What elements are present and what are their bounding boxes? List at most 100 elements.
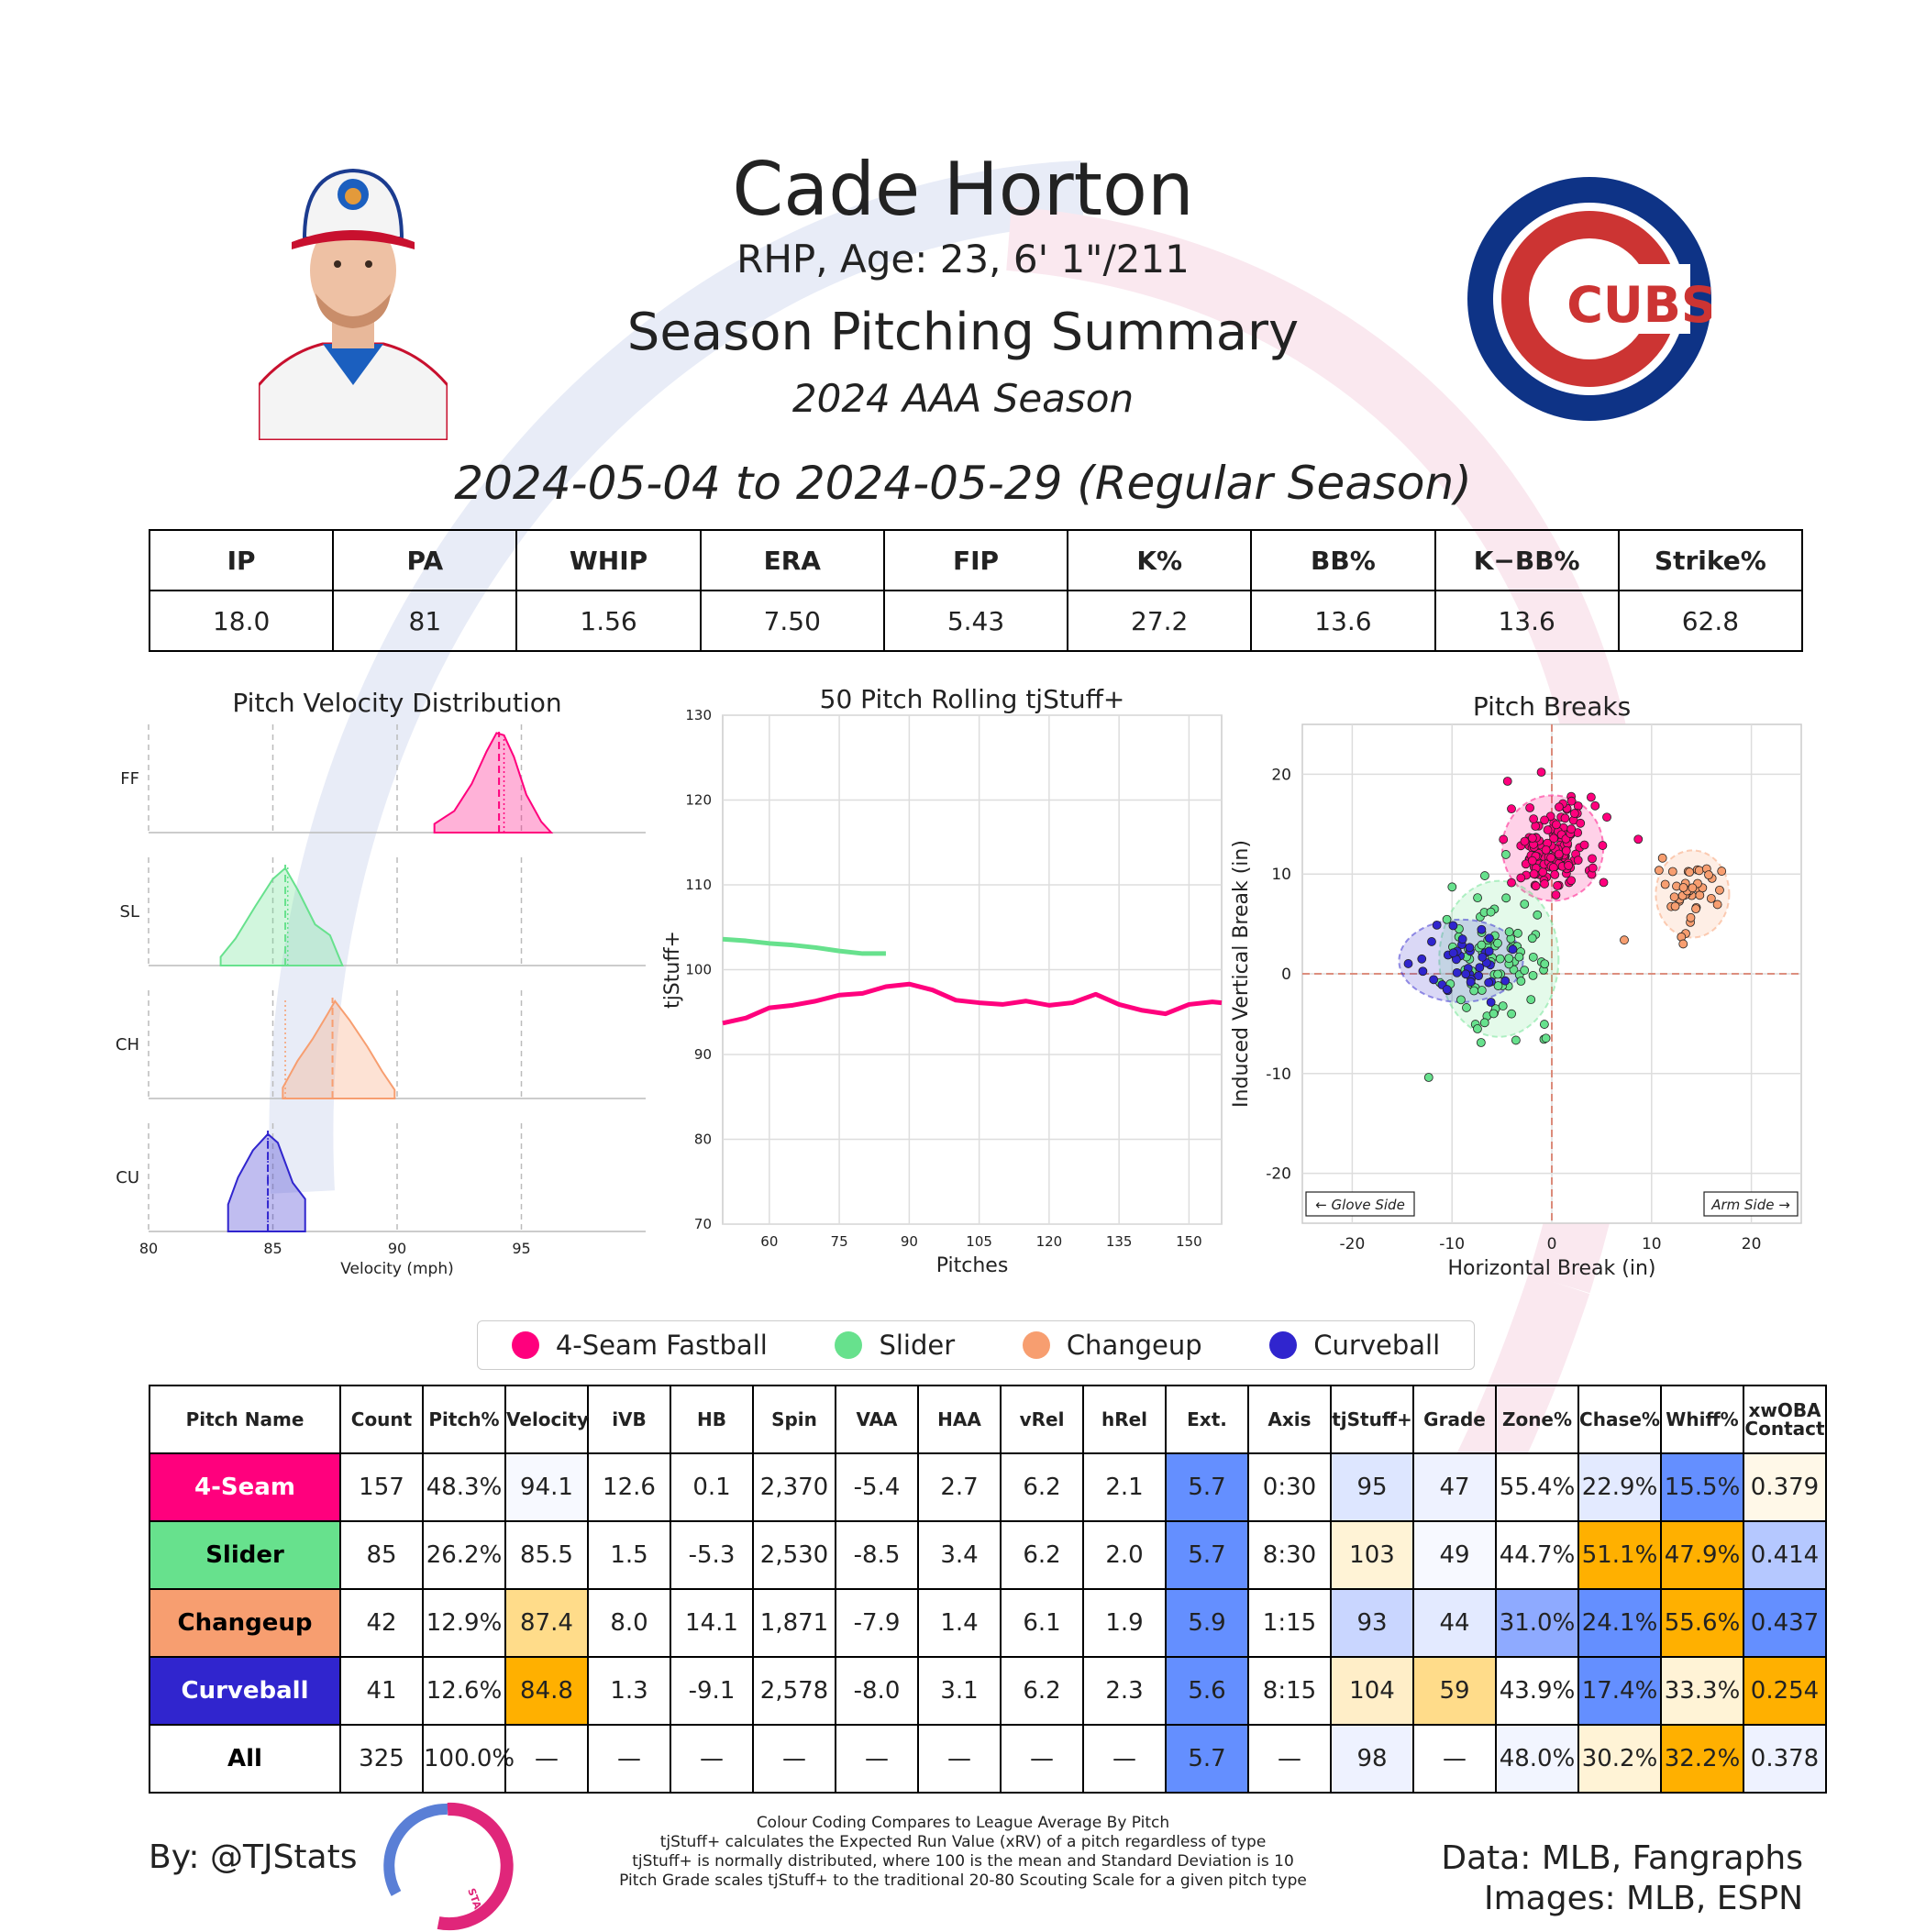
velocity-tick-label: 85 bbox=[263, 1240, 282, 1257]
breaks-point bbox=[1588, 854, 1597, 864]
breaks-point bbox=[1461, 969, 1471, 979]
breaks-point bbox=[1579, 840, 1589, 850]
pitch-metric-cell: 22.9% bbox=[1577, 1452, 1662, 1522]
stat-header: PA bbox=[332, 529, 518, 591]
breaks-point bbox=[1473, 1024, 1482, 1033]
footnote-line: tjStuff+ calculates the Expected Run Val… bbox=[659, 1833, 1267, 1851]
pitch-table-header: Ext. bbox=[1165, 1385, 1249, 1454]
breaks-point bbox=[1479, 1018, 1489, 1028]
pitch-metric-cell: — bbox=[1412, 1724, 1497, 1794]
breaks-point bbox=[1553, 881, 1562, 890]
pitch-table-row: Curveball 41 12.6% 84.8 1.3 -9.1 2,578 -8.0 3.1 6… bbox=[149, 1656, 1827, 1726]
breaks-point bbox=[1502, 777, 1512, 786]
pitch-table-row: Changeup 42 12.9% 87.4 8.0 14.1 1,871 -7.9 1.4 6.… bbox=[149, 1588, 1827, 1658]
breaks-point bbox=[1499, 834, 1509, 845]
pitch-metric-cell: 12.9% bbox=[422, 1588, 506, 1658]
footnote-line: Colour Coding Compares to League Average… bbox=[756, 1814, 1170, 1832]
breaks-point bbox=[1520, 836, 1530, 846]
breaks-point bbox=[1654, 866, 1664, 876]
pitch-metric-cell: 44.7% bbox=[1495, 1520, 1579, 1590]
breaks-point bbox=[1516, 873, 1526, 883]
credits: Data: MLB, Fangraphs Images: MLB, ESPN bbox=[1441, 1838, 1803, 1919]
breaks-xtick-label: -20 bbox=[1340, 1235, 1366, 1253]
breaks-point bbox=[1427, 937, 1436, 946]
stat-value: 13.6 bbox=[1433, 590, 1620, 652]
pitch-metric-cell: — bbox=[835, 1724, 919, 1794]
pitch-metric-cell: 15.5% bbox=[1660, 1452, 1744, 1522]
breaks-point bbox=[1685, 867, 1695, 878]
stat-header: IP bbox=[148, 529, 335, 591]
pitch-table-header: HAA bbox=[917, 1385, 1002, 1454]
legend-label: Slider bbox=[879, 1330, 956, 1361]
pitch-metric-cell: 6.2 bbox=[1000, 1452, 1084, 1522]
stat-header: ERA bbox=[699, 529, 885, 591]
breaks-point bbox=[1528, 970, 1538, 980]
breaks-point bbox=[1551, 890, 1561, 900]
breaks-point bbox=[1498, 1001, 1508, 1010]
breaks-point bbox=[1590, 800, 1600, 811]
pitch-table-header: Whiff% bbox=[1660, 1385, 1744, 1454]
breaks-ytick-label: -20 bbox=[1266, 1165, 1291, 1184]
rolling-tjstuff-chart: 50 Pitch Rolling tjStuff+ 70 80 90 100 110 120… bbox=[661, 684, 1223, 1277]
pitch-metric-cell: — bbox=[1247, 1724, 1332, 1794]
pitch-metric-cell: 3.4 bbox=[917, 1520, 1002, 1590]
pitch-metric-cell: 8:15 bbox=[1247, 1656, 1332, 1726]
pitch-table-header: Pitch Name bbox=[149, 1385, 341, 1454]
breaks-point bbox=[1520, 966, 1530, 976]
breaks-point bbox=[1513, 928, 1522, 938]
pitch-metric-cell: 5.6 bbox=[1165, 1656, 1249, 1726]
breaks-point bbox=[1555, 802, 1564, 812]
pitch-metric-cell: 1.4 bbox=[917, 1588, 1002, 1658]
breaks-point bbox=[1466, 977, 1476, 987]
pitch-metric-cell: 84.8 bbox=[504, 1656, 589, 1726]
rolling-xtick-label: 90 bbox=[901, 1233, 918, 1250]
stat-value: 27.2 bbox=[1067, 590, 1253, 652]
velocity-tick-label: 80 bbox=[139, 1240, 158, 1257]
rolling-ytick-label: 110 bbox=[685, 877, 712, 893]
breaks-point bbox=[1442, 914, 1452, 924]
breaks-point bbox=[1678, 883, 1688, 892]
breaks-point bbox=[1418, 966, 1428, 977]
pitch-metric-cell: 17.4% bbox=[1577, 1656, 1662, 1726]
velocity-density-SL bbox=[219, 867, 344, 966]
rolling-xtick-label: 150 bbox=[1176, 1233, 1202, 1250]
pitch-metric-cell: 0.254 bbox=[1743, 1656, 1827, 1726]
breaks-point bbox=[1432, 920, 1442, 930]
rolling-ytick-label: 90 bbox=[694, 1046, 712, 1063]
breaks-point bbox=[1456, 995, 1466, 1005]
breaks-xtick-label: -10 bbox=[1439, 1235, 1465, 1253]
pitch-metric-cell: 5.7 bbox=[1165, 1452, 1249, 1522]
stats-table: IP PA WHIP ERA FIP K% BB% K−BB% Strike% 18.0 81 1.… bbox=[148, 529, 1804, 652]
stat-value: 5.43 bbox=[882, 590, 1069, 652]
pitch-name-cell: All bbox=[149, 1724, 341, 1794]
rolling-ytick-label: 70 bbox=[694, 1216, 712, 1232]
pitch-metric-cell: 94.1 bbox=[504, 1452, 589, 1522]
breaks-point bbox=[1541, 1033, 1551, 1043]
breaks-ylabel: Induced Vertical Break (in) bbox=[1230, 840, 1253, 1108]
pitch-metric-cell: 1,871 bbox=[752, 1588, 836, 1658]
pitch-metric-cell: 12.6% bbox=[422, 1656, 506, 1726]
pitch-metric-cell: 5.7 bbox=[1165, 1520, 1249, 1590]
pitch-metric-cell: -8.0 bbox=[835, 1656, 919, 1726]
breaks-point bbox=[1561, 845, 1571, 856]
breaks-point bbox=[1552, 820, 1561, 830]
velocity-row-label: SL bbox=[120, 902, 139, 922]
breaks-point bbox=[1484, 977, 1494, 988]
breaks-point bbox=[1501, 850, 1511, 859]
pitch-metric-cell: 0.378 bbox=[1743, 1724, 1827, 1794]
breaks-point bbox=[1423, 1073, 1433, 1082]
velocity-row-label: CH bbox=[116, 1035, 139, 1054]
breaks-point bbox=[1489, 1009, 1499, 1019]
breaks-point bbox=[1448, 948, 1458, 958]
breaks-xtick-label: 0 bbox=[1547, 1235, 1557, 1253]
legend-item: 4-Seam Fastball bbox=[511, 1330, 768, 1361]
breaks-point bbox=[1539, 1020, 1549, 1029]
breaks-point bbox=[1493, 981, 1503, 990]
breaks-point bbox=[1525, 803, 1534, 812]
pitch-metric-cell: 6.2 bbox=[1000, 1520, 1084, 1590]
legend-swatch bbox=[1022, 1331, 1050, 1359]
season-label: 2024 AAA Season bbox=[791, 376, 1135, 421]
rolling-xtick-label: 105 bbox=[966, 1233, 992, 1250]
pitch-name-cell: Changeup bbox=[149, 1588, 341, 1658]
pitch-metric-cell: 31.0% bbox=[1495, 1588, 1579, 1658]
